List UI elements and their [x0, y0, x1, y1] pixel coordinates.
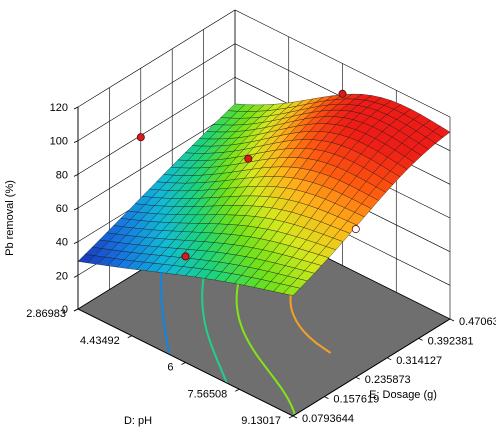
x-tick-label: 4.43492 — [80, 335, 120, 347]
x-tick-mark — [181, 362, 186, 365]
design-point — [244, 154, 253, 163]
box-edge — [292, 318, 451, 417]
z-tick-mark — [73, 207, 79, 211]
x-tick-mark — [288, 415, 294, 419]
y-tick-mark — [292, 415, 298, 419]
x-tick-label: 2.86983 — [26, 308, 66, 320]
z-tick-label: 0 — [62, 304, 68, 316]
design-point — [351, 225, 360, 234]
y-tick-label: 0.470636 — [459, 316, 496, 328]
z-tick-label: 100 — [50, 136, 68, 148]
y-tick-label: 0.314127 — [396, 355, 442, 367]
y-tick-label: 0.235873 — [365, 374, 411, 386]
y-tick-mark — [387, 357, 392, 361]
z-tick-label: 40 — [56, 237, 68, 249]
y-tick-mark — [449, 318, 455, 322]
z-tick-label: 120 — [50, 102, 68, 114]
design-point — [338, 89, 347, 98]
contour-line — [160, 260, 171, 355]
x-tick-mark — [127, 335, 132, 339]
y-tick-mark — [418, 338, 423, 341]
z-tick-mark — [73, 140, 79, 144]
surface-cell — [282, 285, 301, 296]
z-tick-label: 80 — [56, 169, 68, 181]
design-point — [181, 252, 190, 261]
z-tick-label: 60 — [56, 203, 68, 215]
y-axis-title: E: Dosage (g) — [369, 389, 437, 401]
z-tick-mark — [73, 274, 79, 278]
x-tick-mark — [73, 308, 79, 312]
y-tick-mark — [324, 396, 329, 399]
y-tick-mark — [355, 376, 360, 380]
z-tick-label: 20 — [56, 270, 68, 282]
response-surface — [77, 93, 451, 296]
x-tick-mark — [235, 388, 240, 392]
z-tick-mark — [73, 106, 79, 110]
y-tick-label: 0.392381 — [428, 335, 474, 347]
x-axis-title: D: pH — [124, 415, 152, 427]
y-tick-label: 0.157619 — [333, 394, 379, 406]
z-tick-mark — [73, 173, 79, 177]
x-tick-label: 6 — [167, 362, 173, 374]
axis-ticks: 0 20 40 60 80 100 120 2.86983 4.43492 6 7.56508 9.1… — [26, 102, 496, 427]
y-tick-label: 0.0793644 — [302, 413, 354, 425]
x-tick-label: 9.13017 — [241, 415, 281, 427]
x-tick-label: 7.56508 — [188, 388, 228, 400]
design-point — [136, 133, 145, 142]
z-axis-title: Pb removal (%) — [4, 180, 16, 256]
design-points — [136, 89, 360, 261]
z-tick-mark — [73, 241, 79, 245]
